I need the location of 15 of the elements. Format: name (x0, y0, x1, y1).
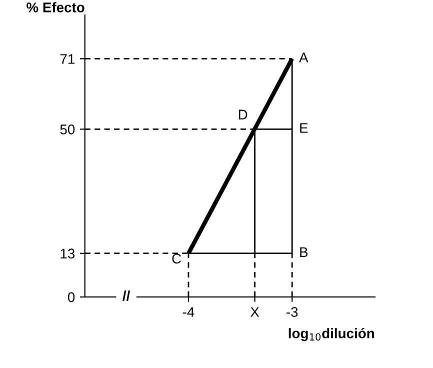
y-tick-label: 71 (60, 54, 74, 64)
annotation: // (122, 290, 130, 301)
y-tick-label: 50 (60, 124, 75, 134)
x-tick-label: X (250, 307, 260, 317)
annotation: C (172, 254, 182, 264)
annotation: B (300, 247, 308, 257)
annotation: E (300, 123, 308, 133)
annotation: D (238, 110, 248, 120)
y-tick-label: 0 (68, 292, 75, 302)
y-tick-label: 13 (60, 248, 75, 259)
y-axis-title: % Efecto (26, 2, 84, 12)
x-tick-label: -4 (182, 307, 194, 317)
annotation: A (299, 52, 308, 62)
x-axis-title: log$_{10}$dilución (288, 328, 374, 342)
x-tick-label: -3 (286, 307, 298, 317)
